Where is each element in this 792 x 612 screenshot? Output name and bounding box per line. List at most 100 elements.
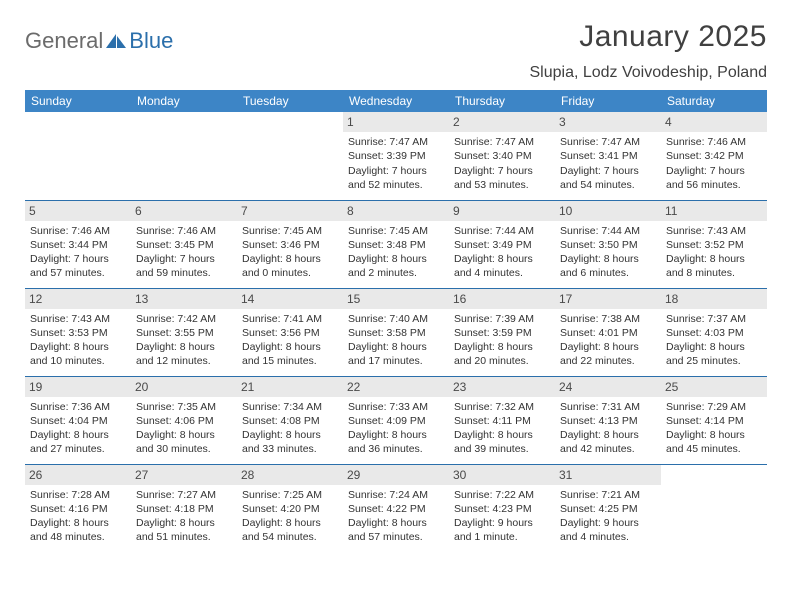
sunset-line: Sunset: 4:11 PM (454, 414, 550, 428)
calendar-day-cell: 7Sunrise: 7:45 AMSunset: 3:46 PMDaylight… (237, 200, 343, 288)
day-number: 31 (555, 465, 661, 485)
sunrise-line: Sunrise: 7:25 AM (242, 488, 338, 502)
location: Slupia, Lodz Voivodeship, Poland (529, 64, 767, 82)
day-number: 21 (237, 377, 343, 397)
daylight-line: Daylight: 8 hours and 0 minutes. (242, 252, 338, 280)
sunset-line: Sunset: 3:39 PM (348, 149, 444, 163)
sunrise-line: Sunrise: 7:46 AM (136, 224, 232, 238)
calendar-day-cell: 30Sunrise: 7:22 AMSunset: 4:23 PMDayligh… (449, 464, 555, 552)
calendar-week-row: 12Sunrise: 7:43 AMSunset: 3:53 PMDayligh… (25, 288, 767, 376)
logo-text-blue: Blue (129, 28, 173, 54)
calendar-day-cell: 3Sunrise: 7:47 AMSunset: 3:41 PMDaylight… (555, 112, 661, 200)
sunset-line: Sunset: 4:01 PM (560, 326, 656, 340)
sunrise-line: Sunrise: 7:28 AM (30, 488, 126, 502)
day-number: 5 (25, 201, 131, 221)
calendar-day-cell: 28Sunrise: 7:25 AMSunset: 4:20 PMDayligh… (237, 464, 343, 552)
daylight-line: Daylight: 8 hours and 25 minutes. (666, 340, 762, 368)
day-number: 23 (449, 377, 555, 397)
daylight-line: Daylight: 8 hours and 4 minutes. (454, 252, 550, 280)
day-number: 14 (237, 289, 343, 309)
sunrise-line: Sunrise: 7:47 AM (454, 135, 550, 149)
day-number: 20 (131, 377, 237, 397)
sunrise-line: Sunrise: 7:38 AM (560, 312, 656, 326)
day-number: 2 (449, 112, 555, 132)
calendar-day-cell: 31Sunrise: 7:21 AMSunset: 4:25 PMDayligh… (555, 464, 661, 552)
sunset-line: Sunset: 4:16 PM (30, 502, 126, 516)
sunrise-line: Sunrise: 7:35 AM (136, 400, 232, 414)
daylight-line: Daylight: 8 hours and 10 minutes. (30, 340, 126, 368)
sunrise-line: Sunrise: 7:31 AM (560, 400, 656, 414)
sunrise-line: Sunrise: 7:44 AM (454, 224, 550, 238)
daylight-line: Daylight: 9 hours and 1 minute. (454, 516, 550, 544)
calendar-day-cell: 17Sunrise: 7:38 AMSunset: 4:01 PMDayligh… (555, 288, 661, 376)
sunrise-line: Sunrise: 7:42 AM (136, 312, 232, 326)
daylight-line: Daylight: 8 hours and 30 minutes. (136, 428, 232, 456)
sunset-line: Sunset: 4:22 PM (348, 502, 444, 516)
daylight-line: Daylight: 8 hours and 2 minutes. (348, 252, 444, 280)
calendar-week-row: 5Sunrise: 7:46 AMSunset: 3:44 PMDaylight… (25, 200, 767, 288)
daylight-line: Daylight: 8 hours and 17 minutes. (348, 340, 444, 368)
calendar-day-cell: 22Sunrise: 7:33 AMSunset: 4:09 PMDayligh… (343, 376, 449, 464)
sunset-line: Sunset: 4:18 PM (136, 502, 232, 516)
daylight-line: Daylight: 8 hours and 12 minutes. (136, 340, 232, 368)
calendar-day-cell: 1 Sunrise: 7:47 AMSunset: 3:39 PMDaylight… (343, 112, 449, 200)
sunset-line: Sunset: 4:25 PM (560, 502, 656, 516)
sunrise-line: Sunrise: 7:47 AM (348, 135, 444, 149)
sunset-line: Sunset: 3:42 PM (666, 149, 762, 163)
daylight-line: Daylight: 8 hours and 22 minutes. (560, 340, 656, 368)
daylight-line: Daylight: 8 hours and 39 minutes. (454, 428, 550, 456)
calendar-day-cell: 23Sunrise: 7:32 AMSunset: 4:11 PMDayligh… (449, 376, 555, 464)
weekday-header-row: Sunday Monday Tuesday Wednesday Thursday… (25, 90, 767, 112)
sunrise-line: Sunrise: 7:41 AM (242, 312, 338, 326)
calendar-day-cell: 2Sunrise: 7:47 AMSunset: 3:40 PMDaylight… (449, 112, 555, 200)
daylight-line: Daylight: 8 hours and 15 minutes. (242, 340, 338, 368)
weekday-header: Thursday (449, 90, 555, 112)
sunset-line: Sunset: 3:53 PM (30, 326, 126, 340)
header: General Blue January 2025 Slupia, Lodz V… (25, 20, 767, 82)
calendar-week-row: 1Sunrise: 7:47 AMSunset: 3:39 PMDaylight… (25, 112, 767, 200)
calendar-day-cell: 10Sunrise: 7:44 AMSunset: 3:50 PMDayligh… (555, 200, 661, 288)
sunrise-line: Sunrise: 7:27 AM (136, 488, 232, 502)
day-number: 15 (343, 289, 449, 309)
calendar-day-cell: 18Sunrise: 7:37 AMSunset: 4:03 PMDayligh… (661, 288, 767, 376)
calendar-day-cell: 14Sunrise: 7:41 AMSunset: 3:56 PMDayligh… (237, 288, 343, 376)
logo: General Blue (25, 28, 173, 54)
sunset-line: Sunset: 3:59 PM (454, 326, 550, 340)
sunset-line: Sunset: 4:04 PM (30, 414, 126, 428)
calendar-day-cell: 13Sunrise: 7:42 AMSunset: 3:55 PMDayligh… (131, 288, 237, 376)
day-number: 24 (555, 377, 661, 397)
day-number: 28 (237, 465, 343, 485)
day-number: 1 (343, 112, 449, 132)
day-number: 7 (237, 201, 343, 221)
calendar-day-cell (661, 464, 767, 552)
weekday-header: Tuesday (237, 90, 343, 112)
calendar-day-cell (131, 112, 237, 200)
calendar-week-row: 19 Sunrise: 7:36 AMSunset: 4:04 PM Dayligh… (25, 376, 767, 464)
sunrise-line: Sunrise: 7:40 AM (348, 312, 444, 326)
daylight-line: Daylight: 8 hours and 54 minutes. (242, 516, 338, 544)
sunrise-line: Sunrise: 7:29 AM (666, 400, 762, 414)
sunset-line: Sunset: 4:08 PM (242, 414, 338, 428)
sunset-line: Sunset: 3:48 PM (348, 238, 444, 252)
calendar-day-cell: 15Sunrise: 7:40 AMSunset: 3:58 PMDayligh… (343, 288, 449, 376)
calendar-week-row: 26Sunrise: 7:28 AMSunset: 4:16 PMDayligh… (25, 464, 767, 552)
daylight-line: Daylight: 8 hours and 57 minutes. (348, 516, 444, 544)
title-block: January 2025 Slupia, Lodz Voivodeship, P… (529, 20, 767, 82)
sunset-line: Sunset: 3:52 PM (666, 238, 762, 252)
calendar-day-cell: 5Sunrise: 7:46 AMSunset: 3:44 PMDaylight… (25, 200, 131, 288)
sunrise-line: Sunrise: 7:36 AM (30, 400, 126, 414)
daylight-line: Daylight: 8 hours and 42 minutes. (560, 428, 656, 456)
daylight-line: Daylight: 7 hours and 52 minutes. (348, 164, 444, 192)
day-number: 29 (343, 465, 449, 485)
day-number: 10 (555, 201, 661, 221)
sunset-line: Sunset: 4:09 PM (348, 414, 444, 428)
logo-text-general: General (25, 28, 103, 54)
calendar-day-cell: 19Sunrise: 7:36 AMSunset: 4:04 PMDayligh… (25, 376, 131, 464)
day-number: 11 (661, 201, 767, 221)
sunrise-line: Sunrise: 7:47 AM (560, 135, 656, 149)
day-number: 19 (25, 377, 131, 397)
calendar-day-cell: 20Sunrise: 7:35 AMSunset: 4:06 PMDayligh… (131, 376, 237, 464)
day-number: 30 (449, 465, 555, 485)
calendar-day-cell: 21Sunrise: 7:34 AMSunset: 4:08 PMDayligh… (237, 376, 343, 464)
day-number: 4 (661, 112, 767, 132)
